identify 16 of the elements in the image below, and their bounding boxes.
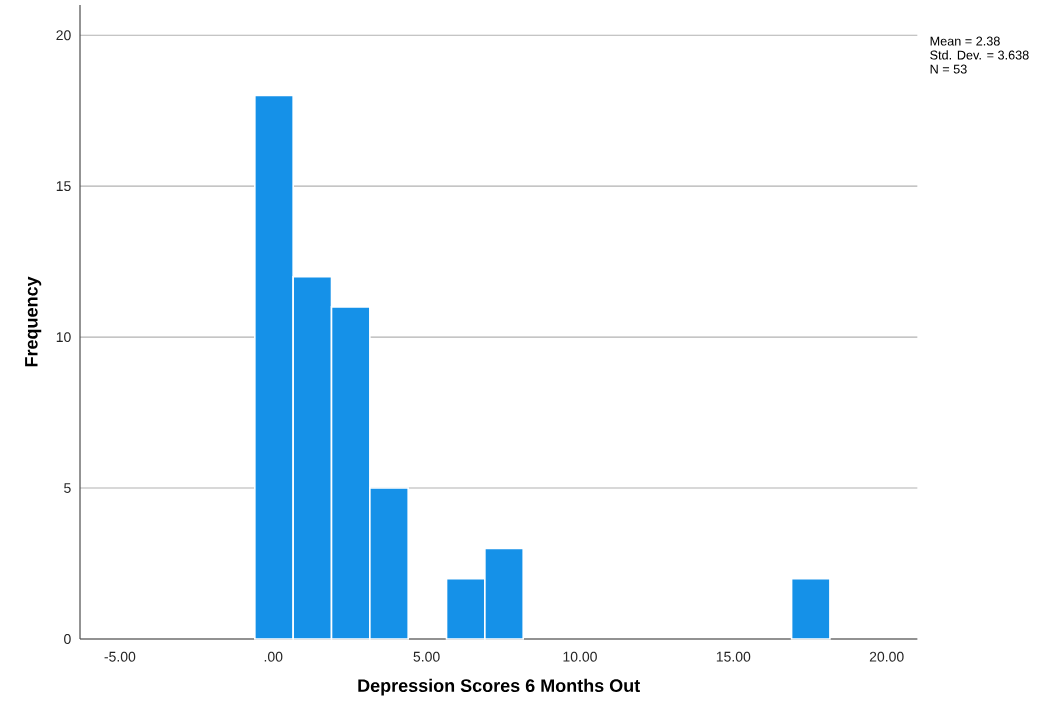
x-tick-label: .00 bbox=[264, 651, 283, 662]
y-axis-title: Frequency bbox=[25, 276, 42, 367]
text: N = 53 bbox=[930, 64, 967, 74]
y-tick-label: 0 bbox=[64, 634, 71, 644]
x-tick-label: 5.00 bbox=[413, 651, 440, 662]
y-tick-label: 10 bbox=[56, 332, 71, 343]
x-tick-label: 15.00 bbox=[716, 651, 751, 662]
x-tick-label: 20.00 bbox=[869, 651, 904, 662]
y-tick-label: 20 bbox=[56, 30, 71, 41]
y-tick-label: 5 bbox=[64, 483, 71, 493]
x-tick-label: -5.00 bbox=[104, 651, 136, 662]
x-axis-title: Depression Scores 6 Months Out bbox=[358, 678, 640, 696]
text: Mean = 2.38 bbox=[930, 36, 1000, 46]
y-tick-label: 15 bbox=[56, 181, 71, 192]
x-tick-label: 10.00 bbox=[563, 651, 597, 662]
text: Std. Dev. = 3.638 bbox=[930, 50, 1029, 60]
